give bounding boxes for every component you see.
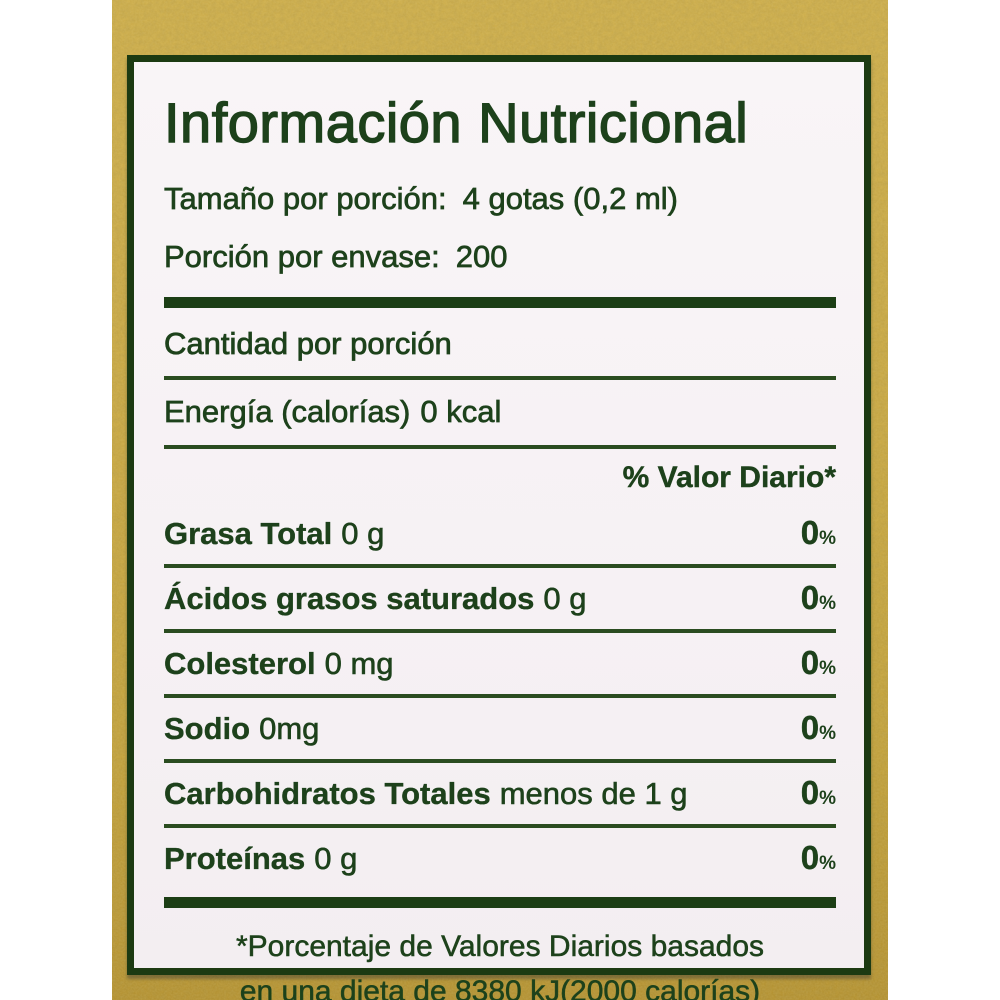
thick-rule-bottom xyxy=(164,897,836,908)
servings-per-container-value: 200 xyxy=(455,239,508,275)
percent-sign: % xyxy=(819,723,836,744)
nutrient-name: Grasa Total xyxy=(164,516,333,551)
footnote: *Porcentaje de Valores Diarios basados e… xyxy=(164,924,836,1000)
nutrition-label: Información Nutricional Tamaño por porci… xyxy=(127,55,871,1000)
daily-value-percent: 0 xyxy=(800,579,820,616)
separator xyxy=(164,445,836,449)
nutrient-amount: 0 g xyxy=(341,516,385,552)
energy-row: Energía (calorías) 0 kcal xyxy=(164,394,836,430)
serving-info: Tamaño por porción: 4 gotas (0,2 ml) Porc… xyxy=(164,181,836,275)
nutrient-amount: 0 g xyxy=(314,841,358,877)
nutrient-name: Carbohidratos Totales xyxy=(164,776,491,811)
separator xyxy=(164,824,836,828)
percent-sign: % xyxy=(819,788,836,809)
nutrient-row-sodio: Sodio 0mg 0% xyxy=(164,698,836,759)
thick-rule-top xyxy=(164,297,836,308)
energy-label: Energía (calorías) xyxy=(164,394,411,430)
nutrient-name: Colesterol xyxy=(164,646,316,681)
serving-size-value: 4 gotas (0,2 ml) xyxy=(462,181,678,217)
daily-value-percent: 0 xyxy=(800,709,820,746)
product-surface: Información Nutricional Tamaño por porci… xyxy=(112,0,888,1000)
amount-per-serving-heading: Cantidad por porción xyxy=(164,326,453,362)
separator xyxy=(164,376,836,380)
nutrient-row-proteinas: Proteínas 0 g 0% xyxy=(164,828,836,889)
nutrient-row-colesterol: Colesterol 0 mg 0% xyxy=(164,633,836,694)
daily-value-percent: 0 xyxy=(800,514,820,551)
percent-sign: % xyxy=(819,853,836,874)
nutrient-row-acidos-grasos: Ácidos grasos saturados 0 g 0% xyxy=(164,568,836,629)
percent-sign: % xyxy=(819,593,836,614)
nutrient-amount: menos de 1 g xyxy=(499,776,688,812)
nutrient-amount: 0 mg xyxy=(324,646,394,682)
nutrient-row-carbohidratos: Carbohidratos Totales menos de 1 g 0% xyxy=(164,763,836,824)
label-title: Información Nutricional xyxy=(163,90,749,154)
footnote-line-2: en una dieta de 8380 kJ(2000 calorías) xyxy=(239,975,761,1000)
percent-sign: % xyxy=(819,658,836,679)
daily-value-percent: 0 xyxy=(800,774,820,811)
footnote-line-1: *Porcentaje de Valores Diarios basados xyxy=(235,930,765,964)
separator xyxy=(164,629,836,633)
nutrient-name: Ácidos grasos saturados xyxy=(164,581,535,616)
separator xyxy=(164,759,836,763)
serving-size-label: Tamaño por porción: xyxy=(164,181,447,217)
separator xyxy=(164,564,836,568)
nutrient-row-grasa-total: Grasa Total 0 g 0% xyxy=(164,503,836,564)
nutrient-name: Sodio xyxy=(164,711,251,746)
nutrient-amount: 0 g xyxy=(543,581,587,617)
nutrient-table: Grasa Total 0 g 0% Ácidos grasos saturado… xyxy=(164,503,836,889)
nutrient-name: Proteínas xyxy=(164,841,306,876)
serving-size-line: Tamaño por porción: 4 gotas (0,2 ml) xyxy=(164,181,836,217)
energy-value: 0 kcal xyxy=(420,394,502,430)
servings-per-container-line: Porción por envase: 200 xyxy=(164,239,836,275)
percent-sign: % xyxy=(819,528,836,549)
servings-per-container-label: Porción por envase: xyxy=(164,239,440,275)
nutrient-amount: 0mg xyxy=(259,711,320,747)
daily-value-percent: 0 xyxy=(800,839,820,876)
separator xyxy=(164,694,836,698)
daily-value-header: % Valor Diario* xyxy=(622,461,836,494)
daily-value-percent: 0 xyxy=(800,644,820,681)
